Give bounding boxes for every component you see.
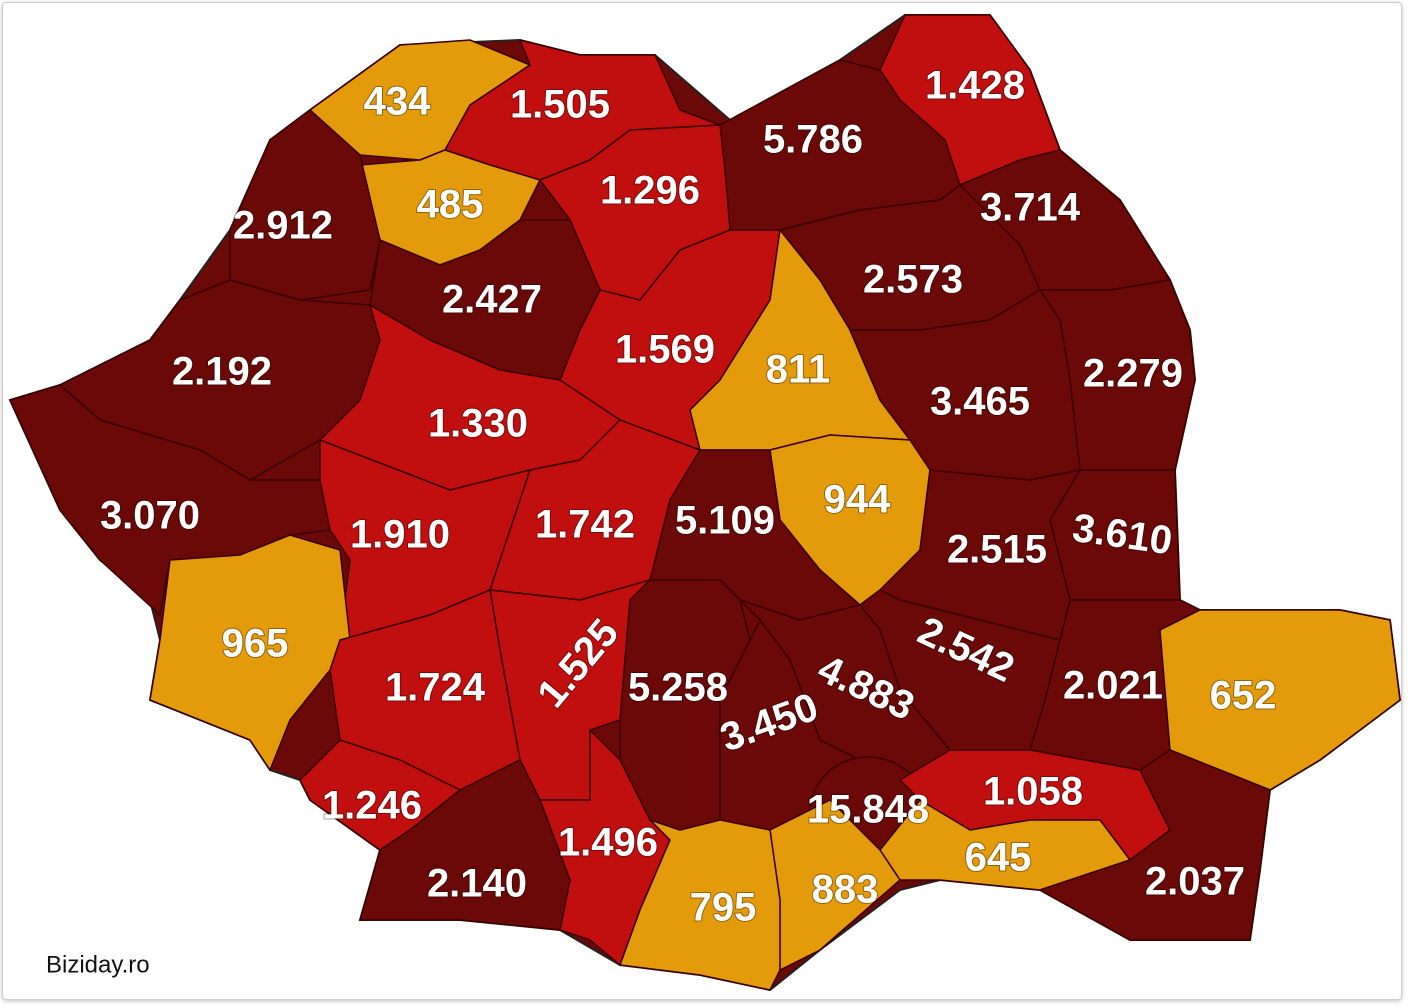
county-value: 795 [690,886,757,930]
county [229,109,381,301]
county-value: 1.724 [385,666,486,710]
county-value: 2.912 [233,204,333,248]
county [359,759,571,931]
county-value: 1.496 [558,821,658,865]
county-value: 1.569 [615,328,715,372]
county-value: 485 [417,183,484,227]
county-value: 2.021 [1063,664,1163,708]
county-value: 1.296 [600,169,700,213]
county [1039,749,1271,941]
county-value: 3.714 [980,186,1081,230]
county-value: 811 [766,348,831,392]
county [619,819,781,991]
county-value: 5.786 [763,118,863,162]
county-value: 2.140 [427,862,527,906]
county [849,289,1081,481]
county-value: 1.428 [925,64,1025,108]
county-value: 1.058 [983,770,1083,814]
county-value: 1.910 [350,513,450,557]
county-value: 652 [1210,674,1277,718]
county-value: 1.505 [510,83,610,127]
county-value: 883 [812,868,879,912]
county-value: 3.465 [930,380,1030,424]
county-value: 1.742 [535,503,635,547]
county-value: 1.246 [322,784,422,828]
county-value: 2.573 [863,258,963,302]
county-value: 3.070 [100,494,200,538]
county-value: 2.279 [1083,352,1183,396]
county-value: 2.515 [947,528,1047,572]
county-value: 15.848 [807,788,929,832]
county-value: 2.192 [172,350,272,394]
source-label: Biziday.ro [46,951,150,978]
county-value: 944 [824,478,891,522]
county [149,534,351,771]
county-value: 5.109 [675,499,775,543]
county [9,384,331,616]
county-value: 434 [364,80,431,124]
county-value: 645 [965,836,1032,880]
county-value: 1.330 [428,402,528,446]
county-value: 965 [222,622,289,666]
county-value: 5.258 [628,666,728,710]
county-value: 2.427 [442,278,542,322]
county-value: 2.037 [1145,860,1245,904]
